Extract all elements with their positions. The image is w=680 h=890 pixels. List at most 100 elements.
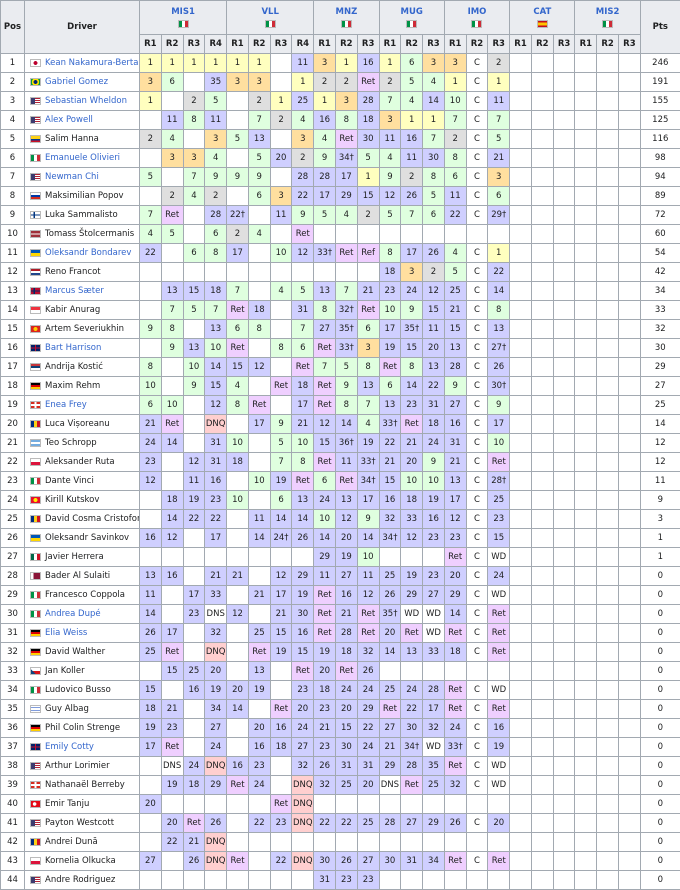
result-cell: 22: [291, 186, 315, 206]
result-cell: 13: [422, 357, 445, 377]
driver-link[interactable]: Sebastian Wheldon: [45, 96, 128, 106]
flag-sg-icon: [30, 305, 41, 314]
result-cell: [596, 395, 620, 415]
result-cell: [204, 547, 228, 567]
result-cell: [530, 129, 554, 149]
result-cell: 29: [443, 585, 467, 605]
result-cell: Ret: [400, 414, 424, 434]
driver-link[interactable]: Enea Frey: [45, 400, 87, 410]
result-cell: [530, 319, 554, 339]
result-cell: 7: [247, 110, 271, 130]
result-cell: C: [465, 547, 489, 567]
result-cell: 18: [204, 281, 228, 301]
driver-link[interactable]: Alex Powell: [45, 115, 93, 125]
result-cell: 33†: [313, 243, 336, 263]
result-cell: [618, 737, 641, 757]
result-cell: 31: [291, 300, 315, 320]
driver-link[interactable]: Emily Cotty: [45, 742, 94, 752]
result-cell: [574, 452, 598, 472]
table-row: 36 Phil Colin Strenge 19 23 27 20 16 24 21 15 22 27…: [0, 718, 680, 738]
result-cell: [443, 661, 467, 681]
result-cell: DNQ: [204, 414, 228, 434]
result-cell: [378, 870, 402, 890]
driver-cell[interactable]: Kean Nakamura-Berta: [24, 53, 140, 73]
result-cell: 9: [160, 338, 184, 358]
result-cell: Ret: [313, 395, 336, 415]
result-cell: [226, 642, 249, 662]
driver-link[interactable]: Elia Weiss: [45, 628, 88, 638]
result-cell: 24: [313, 490, 336, 510]
result-cell: Ret: [226, 851, 249, 871]
driver-link[interactable]: Newman Chi: [45, 172, 99, 182]
result-cell: [530, 395, 554, 415]
round-header-imo[interactable]: IMO: [443, 0, 511, 35]
driver-cell: David Cosma Cristofor: [24, 509, 140, 529]
result-cell: [139, 300, 162, 320]
round-header-mug[interactable]: MUG: [378, 0, 445, 35]
position-cell: 9: [0, 205, 25, 225]
round-name[interactable]: MIS1: [171, 7, 195, 17]
driver-header: Driver: [24, 0, 140, 54]
result-cell: Ret: [443, 851, 467, 871]
round-name[interactable]: MIS2: [595, 7, 620, 17]
result-cell: [574, 680, 598, 700]
driver-cell[interactable]: Enea Frey: [24, 395, 140, 415]
driver-link[interactable]: Emanuele Olivieri: [45, 153, 121, 163]
driver-cell[interactable]: Gabriel Gomez: [24, 72, 140, 92]
round-name[interactable]: CAT: [533, 7, 552, 17]
result-cell: [552, 414, 576, 434]
result-cell: 5: [400, 72, 424, 92]
result-cell: 19: [378, 338, 402, 358]
result-cell: [160, 452, 184, 472]
result-cell: [552, 376, 576, 396]
driver-cell[interactable]: Emanuele Olivieri: [24, 148, 140, 168]
driver-cell[interactable]: Andrea Dupé: [24, 604, 140, 624]
round-header-vll[interactable]: VLL: [226, 0, 315, 35]
driver-cell[interactable]: Elia Weiss: [24, 623, 140, 643]
driver-cell[interactable]: Newman Chi: [24, 167, 140, 187]
driver-link[interactable]: Gabriel Gomez: [45, 77, 109, 87]
result-cell: [574, 699, 598, 719]
flag-it-icon: [30, 685, 41, 694]
round-name[interactable]: IMO: [467, 7, 487, 17]
result-cell: 35: [204, 72, 228, 92]
flag-de-icon: [30, 381, 41, 390]
result-cell: 31: [204, 452, 228, 472]
result-cell: 19: [334, 547, 358, 567]
table-row: 15 Artem Severiukhin 9 8 13 6 8 7 27 35† 6 17 35† 11 1…: [0, 319, 680, 339]
driver-cell[interactable]: Oleksandr Bondarev: [24, 243, 140, 263]
result-cell: 34†: [334, 148, 358, 168]
driver-cell[interactable]: Emily Cotty: [24, 737, 140, 757]
result-cell: [269, 262, 293, 282]
round-name[interactable]: MUG: [400, 7, 423, 17]
result-cell: C: [465, 338, 489, 358]
result-cell: 12: [356, 585, 380, 605]
flag-it-icon: [177, 20, 189, 28]
result-cell: 35†: [334, 319, 358, 339]
result-cell: 7: [422, 129, 445, 149]
driver-link[interactable]: Andrea Dupé: [45, 609, 101, 619]
driver-cell[interactable]: Bart Harrison: [24, 338, 140, 358]
driver-name: Ludovico Busso: [45, 685, 111, 695]
driver-link[interactable]: Marcus Sæter: [45, 286, 104, 296]
result-cell: [509, 167, 532, 187]
result-cell: 18: [226, 452, 249, 472]
round-header-mis1[interactable]: MIS1: [138, 0, 228, 35]
result-cell: 26: [139, 623, 162, 643]
result-cell: [552, 642, 576, 662]
round-name[interactable]: MNZ: [335, 7, 358, 17]
driver-link[interactable]: Oleksandr Bondarev: [45, 248, 132, 258]
driver-cell[interactable]: Marcus Sæter: [24, 281, 140, 301]
driver-link[interactable]: Bart Harrison: [45, 343, 102, 353]
result-cell: [269, 756, 293, 776]
driver-cell[interactable]: Sebastian Wheldon: [24, 91, 140, 111]
round-name[interactable]: VLL: [261, 7, 279, 17]
round-header-cat[interactable]: CAT: [509, 0, 576, 35]
round-header-mnz[interactable]: MNZ: [313, 0, 380, 35]
driver-cell[interactable]: Alex Powell: [24, 110, 140, 130]
driver-link[interactable]: Kean Nakamura-Berta: [45, 58, 139, 68]
result-cell: Ret: [487, 604, 511, 624]
result-cell: 15: [334, 718, 358, 738]
round-header-mis2[interactable]: MIS2: [574, 0, 641, 35]
result-cell: 21: [356, 281, 380, 301]
